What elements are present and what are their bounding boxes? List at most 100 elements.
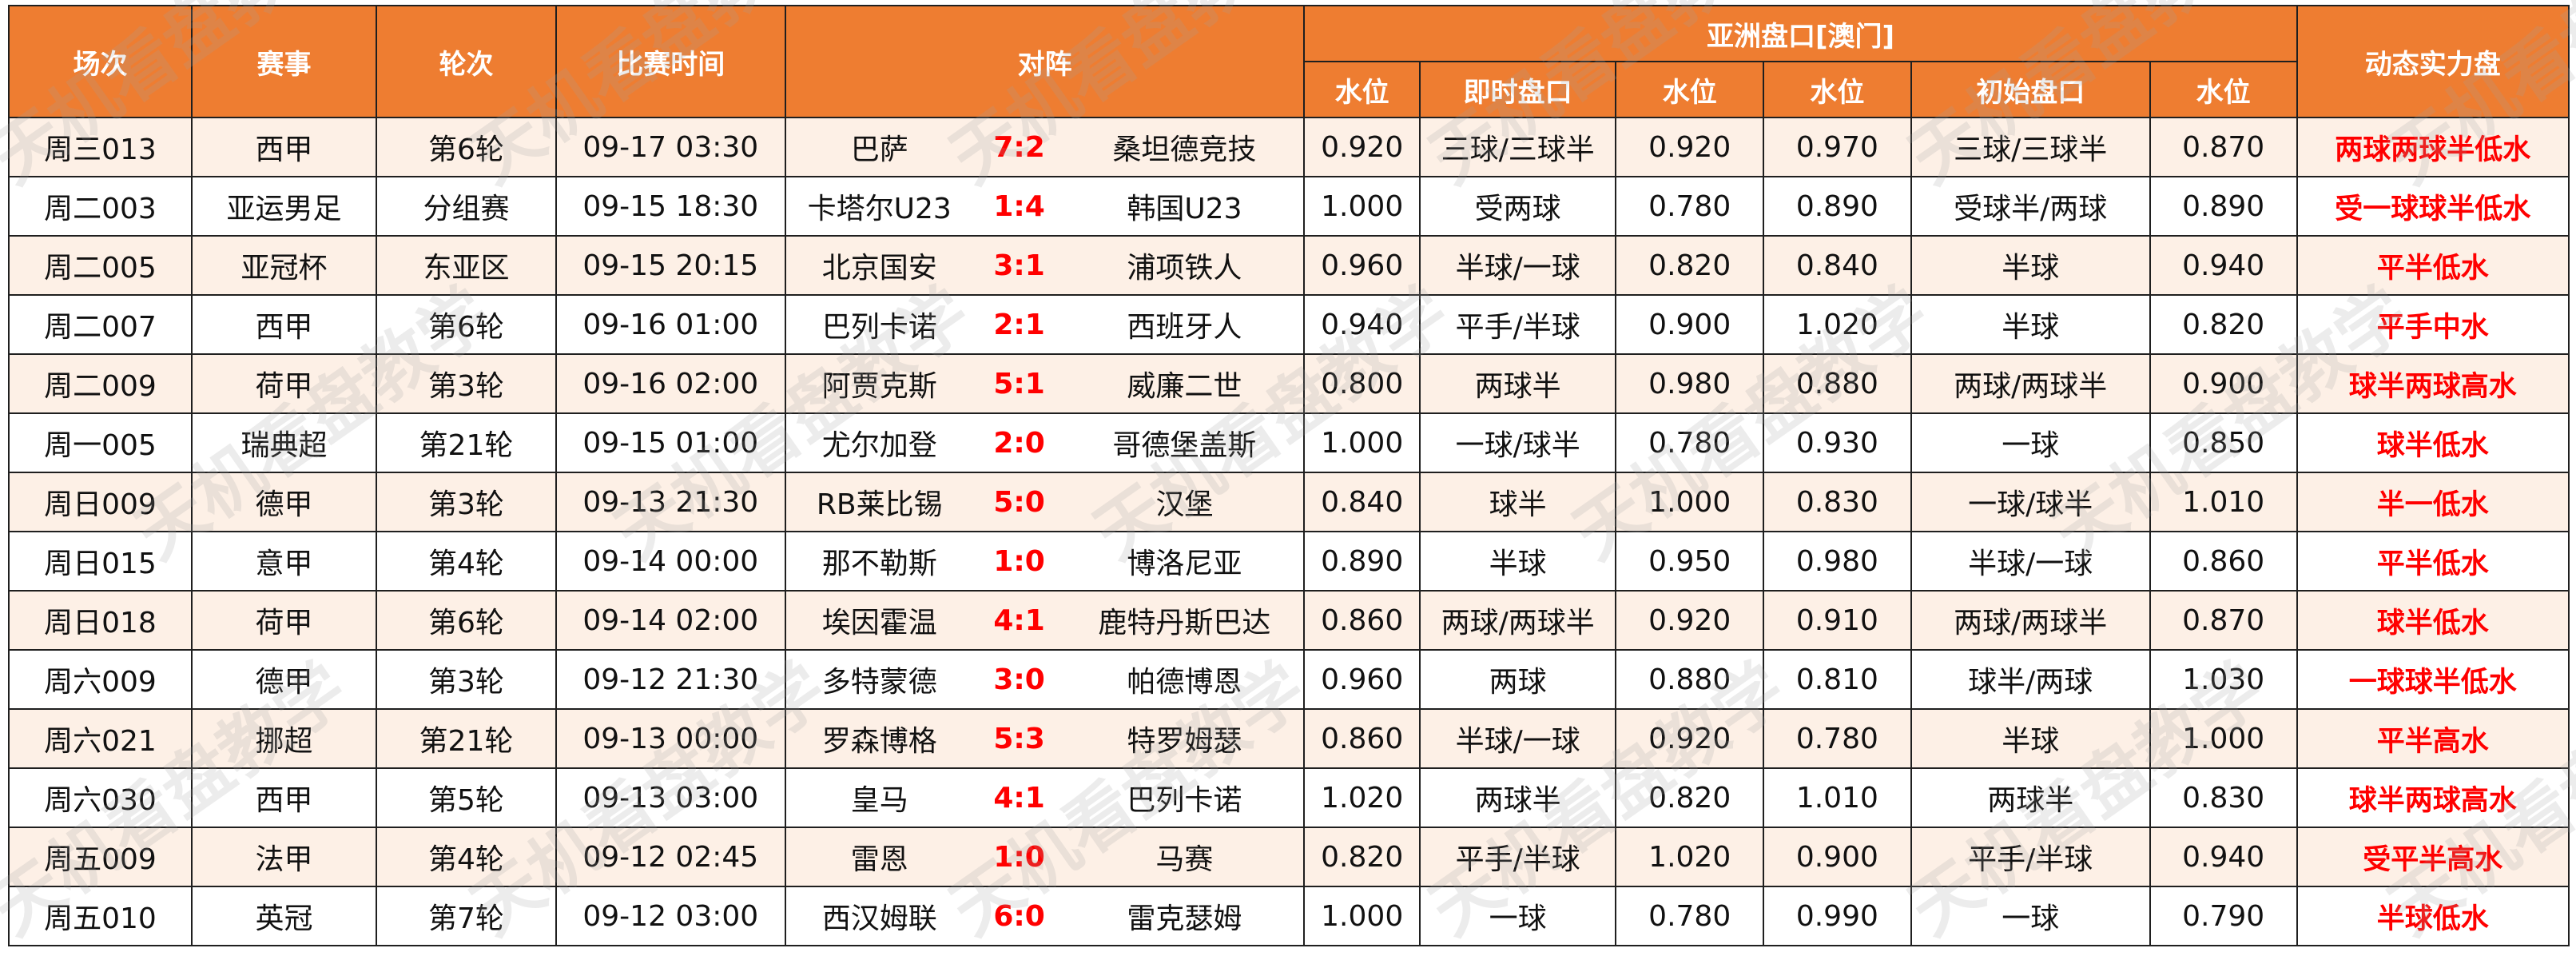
round-cell: 第4轮 [376, 827, 557, 887]
away-team-cell: 威廉二世 [1065, 353, 1306, 414]
table-row: 周二007 西甲 第6轮 09-16 01:00 巴列卡诺 2:1 西班牙人 0.940 平手/… [8, 294, 2570, 355]
dynamic-strength-cell: 球半低水 [2296, 590, 2570, 651]
initial-handicap-cell: 半球 [1910, 708, 2151, 769]
match-no-cell: 周五009 [8, 827, 193, 887]
live-home-water-cell: 1.020 [1303, 767, 1421, 828]
home-team-cell: 多特蒙德 [784, 649, 973, 710]
initial-handicap-cell: 一球/球半 [1910, 472, 2151, 532]
table-row: 周二005 亚冠杯 东亚区 09-15 20:15 北京国安 3:1 浦项铁人 0.960 半球… [8, 235, 2570, 296]
dynamic-strength-cell: 平半低水 [2296, 235, 2570, 296]
score-cell: 5:3 [972, 708, 1066, 769]
live-handicap-cell: 平手/半球 [1418, 294, 1617, 355]
dynamic-strength-cell: 球半两球高水 [2296, 767, 2570, 828]
league-cell: 荷甲 [190, 590, 378, 651]
header-fixture: 对阵 [784, 5, 1306, 118]
table-row: 周日018 荷甲 第6轮 09-14 02:00 埃因霍温 4:1 鹿特丹斯巴达 0.860 两… [8, 590, 2570, 651]
live-handicap-cell: 球半 [1418, 472, 1617, 532]
away-team-cell: 韩国U23 [1065, 176, 1306, 237]
round-cell: 第21轮 [376, 412, 557, 473]
match-no-cell: 周二005 [8, 235, 193, 296]
time-cell: 09-15 18:30 [555, 176, 786, 237]
live-handicap-cell: 半球 [1418, 531, 1617, 592]
away-team-cell: 鹿特丹斯巴达 [1065, 590, 1306, 651]
header-asian-handicap: 亚洲盘口[澳门] [1303, 5, 2298, 62]
initial-home-water-cell: 0.830 [1763, 472, 1912, 532]
match-no-cell: 周一005 [8, 412, 193, 473]
live-away-water-cell: 0.780 [1615, 176, 1765, 237]
live-handicap-cell: 半球/一球 [1418, 235, 1617, 296]
match-no-cell: 周日015 [8, 531, 193, 592]
initial-home-water-cell: 0.890 [1763, 176, 1912, 237]
score-cell: 6:0 [972, 886, 1066, 946]
live-away-water-cell: 0.780 [1615, 412, 1765, 473]
header-time: 比赛时间 [555, 5, 786, 118]
time-cell: 09-12 03:00 [555, 886, 786, 946]
live-home-water-cell: 0.960 [1303, 235, 1421, 296]
score-cell: 2:0 [972, 412, 1066, 473]
initial-home-water-cell: 0.970 [1763, 117, 1912, 177]
live-away-water-cell: 0.880 [1615, 649, 1765, 710]
round-cell: 分组赛 [376, 176, 557, 237]
dynamic-strength-cell: 受一球球半低水 [2296, 176, 2570, 237]
round-cell: 第6轮 [376, 117, 557, 177]
subheader-water-2: 水位 [1615, 61, 1765, 118]
live-home-water-cell: 0.800 [1303, 353, 1421, 414]
round-cell: 第7轮 [376, 886, 557, 946]
live-away-water-cell: 0.820 [1615, 767, 1765, 828]
score-cell: 5:0 [972, 472, 1066, 532]
league-cell: 西甲 [190, 117, 378, 177]
initial-away-water-cell: 0.850 [2149, 412, 2298, 473]
away-team-cell: 雷克瑟姆 [1065, 886, 1306, 946]
home-team-cell: 巴萨 [784, 117, 973, 177]
live-away-water-cell: 0.920 [1615, 590, 1765, 651]
live-home-water-cell: 0.940 [1303, 294, 1421, 355]
dynamic-strength-cell: 平手中水 [2296, 294, 2570, 355]
round-cell: 东亚区 [376, 235, 557, 296]
score-cell: 4:1 [972, 590, 1066, 651]
initial-away-water-cell: 0.830 [2149, 767, 2298, 828]
header-dynamic-strength: 动态实力盘 [2296, 5, 2570, 118]
dynamic-strength-cell: 平半高水 [2296, 708, 2570, 769]
subheader-water-4: 水位 [2149, 61, 2298, 118]
initial-home-water-cell: 0.810 [1763, 649, 1912, 710]
home-team-cell: 西汉姆联 [784, 886, 973, 946]
table-row: 周六021 挪超 第21轮 09-13 00:00 罗森博格 5:3 特罗姆瑟 0.860 半球… [8, 708, 2570, 769]
league-cell: 荷甲 [190, 353, 378, 414]
live-away-water-cell: 0.820 [1615, 235, 1765, 296]
time-cell: 09-13 00:00 [555, 708, 786, 769]
initial-away-water-cell: 0.900 [2149, 353, 2298, 414]
initial-handicap-cell: 半球 [1910, 235, 2151, 296]
live-handicap-cell: 平手/半球 [1418, 827, 1617, 887]
live-away-water-cell: 1.000 [1615, 472, 1765, 532]
time-cell: 09-15 01:00 [555, 412, 786, 473]
away-team-cell: 哥德堡盖斯 [1065, 412, 1306, 473]
score-cell: 3:1 [972, 235, 1066, 296]
initial-handicap-cell: 两球半 [1910, 767, 2151, 828]
live-home-water-cell: 1.000 [1303, 412, 1421, 473]
match-no-cell: 周日018 [8, 590, 193, 651]
table-row: 周三013 西甲 第6轮 09-17 03:30 巴萨 7:2 桑坦德竞技 0.920 三球/三… [8, 117, 2570, 177]
live-home-water-cell: 0.820 [1303, 827, 1421, 887]
home-team-cell: 罗森博格 [784, 708, 973, 769]
live-handicap-cell: 半球/一球 [1418, 708, 1617, 769]
away-team-cell: 汉堡 [1065, 472, 1306, 532]
home-team-cell: 雷恩 [784, 827, 973, 887]
initial-handicap-cell: 一球 [1910, 412, 2151, 473]
live-away-water-cell: 0.920 [1615, 117, 1765, 177]
time-cell: 09-17 03:30 [555, 117, 786, 177]
live-home-water-cell: 0.860 [1303, 590, 1421, 651]
home-team-cell: 巴列卡诺 [784, 294, 973, 355]
score-cell: 4:1 [972, 767, 1066, 828]
initial-home-water-cell: 0.910 [1763, 590, 1912, 651]
time-cell: 09-12 02:45 [555, 827, 786, 887]
live-handicap-cell: 三球/三球半 [1418, 117, 1617, 177]
time-cell: 09-13 03:00 [555, 767, 786, 828]
initial-away-water-cell: 1.000 [2149, 708, 2298, 769]
live-home-water-cell: 0.920 [1303, 117, 1421, 177]
initial-home-water-cell: 1.010 [1763, 767, 1912, 828]
initial-handicap-cell: 三球/三球半 [1910, 117, 2151, 177]
score-cell: 2:1 [972, 294, 1066, 355]
table-row: 周五010 英冠 第7轮 09-12 03:00 西汉姆联 6:0 雷克瑟姆 1.000 一球 0… [8, 886, 2570, 946]
round-cell: 第6轮 [376, 294, 557, 355]
dynamic-strength-cell: 半一低水 [2296, 472, 2570, 532]
